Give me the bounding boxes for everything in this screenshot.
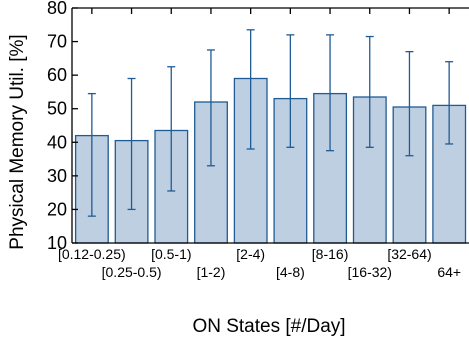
error-bars-layer — [87, 29, 454, 217]
y-tick-label: 70 — [47, 32, 67, 52]
bar — [194, 101, 228, 244]
y-tick-label: 30 — [47, 166, 67, 186]
y-tick-label: 40 — [47, 132, 67, 152]
x-tick-label: [0.12-0.25) — [58, 246, 126, 262]
x-tick-label: [1-2) — [197, 264, 226, 280]
x-axis-title: ON States [#/Day] — [192, 316, 345, 337]
y-tick-label: 10 — [47, 233, 67, 253]
x-tick-label: [16-32) — [348, 264, 392, 280]
y-tick-label: 60 — [47, 65, 67, 85]
x-tick-label: [8-16) — [312, 246, 349, 262]
x-tick-label: [0.25-0.5) — [102, 264, 162, 280]
y-tick-label: 80 — [47, 0, 67, 18]
y-axis-title: Physical Memory Util. [%] — [7, 34, 28, 249]
x-tick-label: [32-64) — [387, 246, 431, 262]
ticks-layer: 10 20 30 40 50 60 70 80 [0.12-0.25) [0.25-0.5) [0.… — [47, 0, 461, 280]
bars-layer — [74, 77, 467, 244]
axes-layer — [71, 7, 469, 244]
y-tick-label: 50 — [47, 99, 67, 119]
x-tick-label: [0.5-1) — [151, 246, 191, 262]
y-tick-label: 20 — [47, 199, 67, 219]
x-tick-label: [4-8) — [276, 264, 305, 280]
x-tick-label: 64+ — [437, 264, 461, 280]
x-tick-label: [2-4) — [236, 246, 265, 262]
